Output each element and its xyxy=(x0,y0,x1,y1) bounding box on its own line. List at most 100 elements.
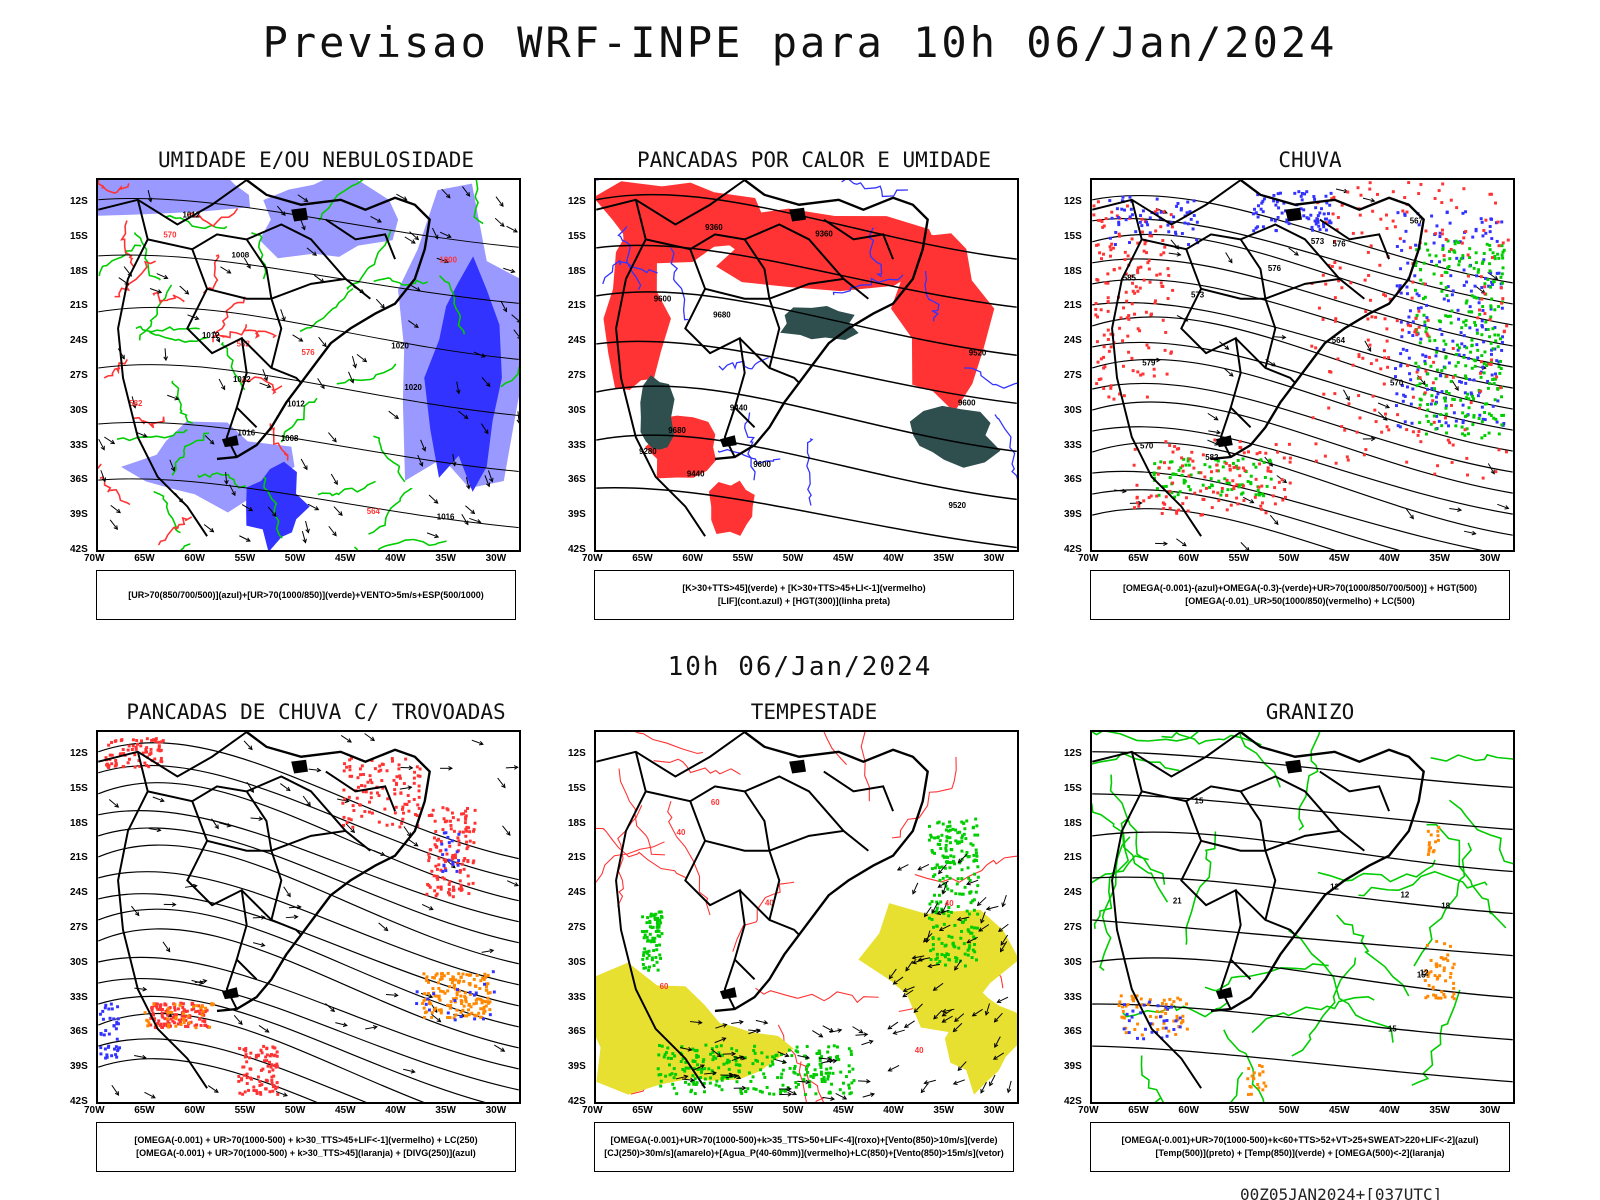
legend-box: [OMEGA(-0.001)+UR>70(1000-500)+k<60+TTS>… xyxy=(1090,1122,1510,1172)
contour-label: 15 xyxy=(1417,970,1426,979)
lon-tick-label: 70W xyxy=(582,1105,603,1116)
weather-map xyxy=(98,732,519,1102)
legend-line: [OMEGA(-0.01)_UR>50(1000/850)(vermelho) … xyxy=(1185,596,1415,606)
lat-tick-label: 18S xyxy=(1064,817,1082,829)
lat-tick-label: 27S xyxy=(1064,922,1082,933)
lat-tick-label: 24S xyxy=(568,335,586,347)
legend-line: [Temp(500)](preto) + [Temp(850)](verde) … xyxy=(1155,1148,1445,1158)
lon-tick-label: 30W xyxy=(983,1105,1005,1116)
contour-label: 1012 xyxy=(233,375,251,384)
lon-tick-label: 45W xyxy=(833,1105,854,1116)
lon-tick-label: 45W xyxy=(335,1105,356,1116)
lat-tick-label: 42S xyxy=(1064,544,1082,555)
lat-tick-label: 24S xyxy=(568,887,586,899)
lat-tick-label: 15S xyxy=(70,230,88,242)
contour-label: 567 xyxy=(1410,217,1424,226)
contour-label: 576 xyxy=(1332,240,1346,249)
lat-tick-label: 33S xyxy=(70,439,88,451)
lat-tick-label: 30S xyxy=(1064,404,1082,416)
lon-tick-label: 70W xyxy=(84,1105,105,1116)
lat-tick-label: 21S xyxy=(70,300,88,312)
lon-tick-label: 40W xyxy=(883,553,904,564)
legend-line: [OMEGA(-0.001) + UR>70(1000-500) + k>30_… xyxy=(136,1148,476,1158)
lon-tick-label: 50W xyxy=(1278,1105,1300,1116)
map-frame xyxy=(96,730,521,1104)
lon-tick-label: 70W xyxy=(582,553,603,564)
main-title: Previsao WRF-INPE para 10h 06/Jan/2024 xyxy=(262,18,1338,67)
lat-tick-label: 33S xyxy=(1064,991,1082,1003)
lat-tick-label: 36S xyxy=(1064,474,1082,486)
contour-label: 9440 xyxy=(730,404,748,413)
map-frame: 1012 1012 1012 1020 1016 1008 1008 1012 1016 1020… xyxy=(96,178,521,552)
panel-title: UMIDADE E/OU NEBULOSIDADE xyxy=(157,148,475,172)
lat-tick-label: 33S xyxy=(1064,439,1082,451)
lat-tick-label: 36S xyxy=(568,474,586,486)
contour-label: 1012 xyxy=(182,211,200,220)
lat-tick-label: 12S xyxy=(568,748,586,759)
lon-tick-label: 55W xyxy=(234,1105,256,1116)
contour-label: 582 xyxy=(237,340,251,349)
panel-title: PANCADAS POR CALOR E UMIDADE xyxy=(636,148,991,172)
lat-tick-label: 21S xyxy=(1064,852,1082,864)
lon-tick-label: 55W xyxy=(1228,553,1250,564)
lat-tick-label: 18S xyxy=(1064,265,1082,277)
contour-label: 15 xyxy=(1388,1025,1397,1034)
map-frame: 585 582 579 576 573 570 567 564 576 573 570 xyxy=(1090,178,1515,552)
legend-line: [K>30+TTS>45](verde) + [K>30+TTS>45+LI<-… xyxy=(682,583,926,593)
lat-tick-label: 36S xyxy=(1064,1026,1082,1038)
lat-tick-label: 27S xyxy=(568,922,586,933)
lat-tick-label: 24S xyxy=(1064,335,1082,347)
contour-label: 12 xyxy=(1401,891,1410,900)
map-frame: 9680 9680 9600 9600 9600 9520 9520 9440 9440 9360… xyxy=(594,178,1019,552)
lat-tick-label: 12S xyxy=(70,196,88,207)
lon-tick-label: 60W xyxy=(682,1105,703,1116)
lat-tick-label: 39S xyxy=(568,509,586,521)
lat-tick-label: 30S xyxy=(568,956,586,968)
contour-label: 576 xyxy=(1268,264,1282,273)
lat-tick-label: 27S xyxy=(568,370,586,381)
contour-label: 585 xyxy=(1123,273,1137,282)
contour-label: 9520 xyxy=(969,348,987,357)
lat-tick-label: 18S xyxy=(568,265,586,277)
legend-line: [UR>70(850/700/500)](azul)+[UR>70(1000/8… xyxy=(128,589,484,600)
contour-label: 570 xyxy=(1140,441,1154,450)
lon-tick-label: 45W xyxy=(833,553,854,564)
lat-tick-label: 33S xyxy=(70,991,88,1003)
lat-tick-label: 42S xyxy=(568,1096,586,1107)
lon-tick-label: 70W xyxy=(1078,553,1099,564)
lon-tick-label: 30W xyxy=(485,1105,507,1116)
lon-tick-label: 50W xyxy=(1278,553,1300,564)
lat-tick-label: 42S xyxy=(1064,1096,1082,1107)
lat-tick-label: 18S xyxy=(70,817,88,829)
lon-tick-label: 60W xyxy=(184,553,205,564)
lon-tick-label: 70W xyxy=(1078,1105,1099,1116)
legend-line: [CJ(250)>30m/s](amarelo)+[Agua_P(40-60mm… xyxy=(604,1148,1004,1158)
legend-box: [OMEGA(-0.001)-(azul)+OMEGA(-0.3)-(verde… xyxy=(1090,570,1510,620)
lat-tick-label: 30S xyxy=(70,956,88,968)
weather-map: 60 40 40 40 60 40 xyxy=(596,732,1017,1102)
contour-label: 15 xyxy=(1195,797,1204,806)
lon-tick-label: 65W xyxy=(134,1105,155,1116)
panel-title: CHUVA xyxy=(1278,148,1342,172)
legend-box: [UR>70(850/700/500)](azul)+[UR>70(1000/8… xyxy=(96,570,516,620)
lat-tick-label: 30S xyxy=(568,404,586,416)
lon-tick-label: 55W xyxy=(732,1105,754,1116)
lat-tick-label: 24S xyxy=(1064,887,1082,899)
contour-label: 570 xyxy=(1390,378,1404,387)
lat-tick-label: 27S xyxy=(70,370,88,381)
contour-label: 1020 xyxy=(391,341,409,350)
contour-label: 9520 xyxy=(948,501,966,510)
contour-label: 9680 xyxy=(713,311,731,320)
legend-line: [OMEGA(-0.001) + UR>70(1000-500) + k>30_… xyxy=(134,1135,478,1145)
lon-tick-label: 65W xyxy=(1128,1105,1149,1116)
contour-label: 576 xyxy=(301,348,315,357)
lat-tick-label: 15S xyxy=(568,230,586,242)
lat-tick-label: 15S xyxy=(1064,230,1082,242)
lat-tick-label: 33S xyxy=(568,439,586,451)
contour-label: 582 xyxy=(129,399,143,408)
lon-tick-label: 60W xyxy=(682,553,703,564)
lon-tick-label: 55W xyxy=(234,553,256,564)
